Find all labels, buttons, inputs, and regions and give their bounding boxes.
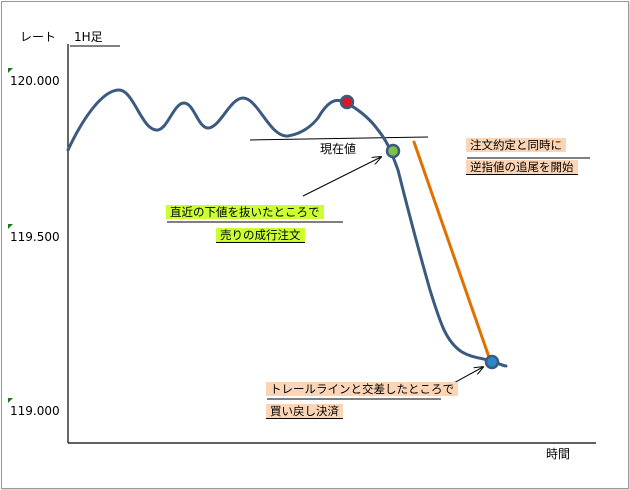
- exit-marker: [484, 354, 500, 370]
- y-tick-marker: [8, 68, 13, 73]
- exit-annotation-line1: トレールラインと交差したところで: [266, 382, 458, 396]
- trail-line: [412, 140, 492, 362]
- trail-annotation-line1: 注文約定と同時に: [466, 138, 566, 152]
- y-tick-label: 119.000: [10, 404, 60, 418]
- y-tick-marker: [8, 224, 13, 229]
- current-price-label: 現在値: [320, 142, 357, 156]
- timeframe-label: 1H足: [74, 30, 103, 44]
- entry-annotation-line2: 売りの成行注文: [216, 228, 305, 243]
- price-line: [66, 88, 508, 368]
- y-tick-label: 120.000: [10, 74, 60, 88]
- y-tick-marker: [8, 398, 13, 403]
- entry-marker: [385, 143, 401, 159]
- sell-marker: [339, 94, 355, 110]
- current-price-level: [249, 136, 429, 141]
- trail-annotation-line2: 逆指値の追尾を開始: [466, 160, 578, 175]
- y-axis-label: レート: [20, 30, 57, 44]
- y-tick-label: 119.500: [10, 230, 60, 244]
- x-axis-label: 時間: [546, 447, 571, 461]
- entry-arrow: [302, 157, 381, 197]
- exit-annotation-line2: 買い戻し決済: [266, 404, 343, 419]
- entry-annotation-line1: 直近の下値を抜いたところで: [166, 205, 324, 219]
